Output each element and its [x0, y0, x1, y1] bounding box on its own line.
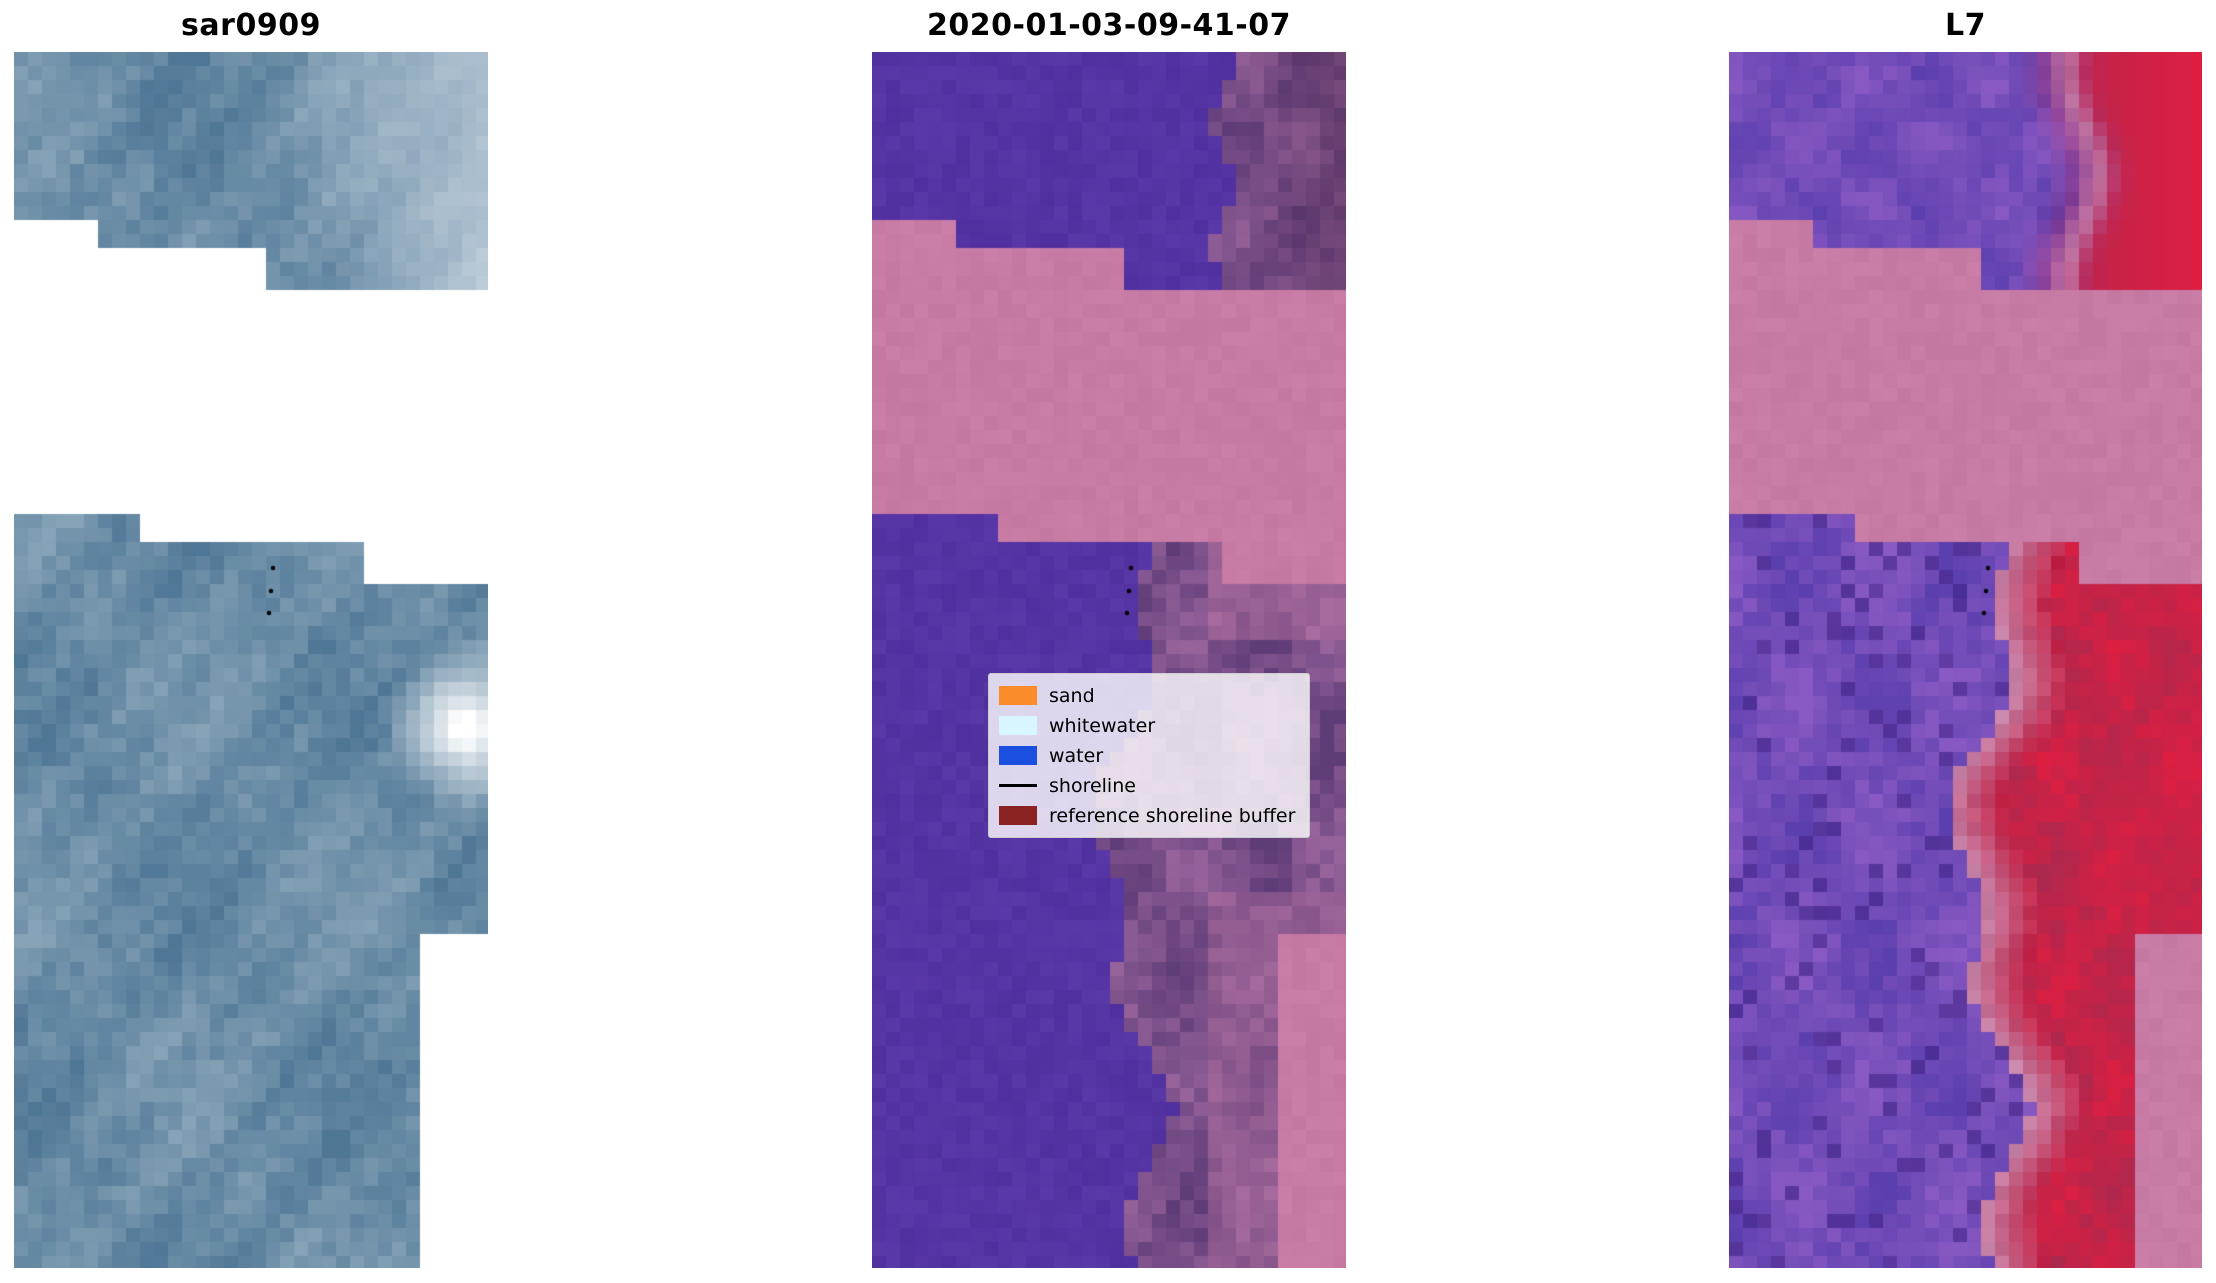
legend-label-water: water: [1049, 744, 1104, 767]
reference-shoreline-buffer-swatch: [999, 806, 1037, 825]
panel-title-l7: L7: [1945, 8, 1986, 43]
legend-label-shoreline: shoreline: [1049, 774, 1136, 797]
legend-label-whitewater: whitewater: [1049, 714, 1156, 737]
legend: sand whitewater water shoreline referenc…: [988, 673, 1311, 838]
whitewater-swatch: [999, 716, 1037, 735]
legend-item-whitewater: whitewater: [999, 711, 1295, 740]
sand-swatch: [999, 686, 1037, 705]
panel-title-date: 2020-01-03-09-41-07: [927, 8, 1291, 43]
legend-label-reference-shoreline-buffer: reference shoreline buffer: [1049, 804, 1296, 827]
legend-label-sand: sand: [1049, 684, 1095, 707]
sar-image-panel: [14, 52, 488, 1268]
shoreline-line-swatch: [999, 784, 1037, 787]
l7-image-panel: [1729, 52, 2202, 1268]
legend-item-reference-shoreline-buffer: reference shoreline buffer: [999, 801, 1295, 830]
water-swatch: [999, 746, 1037, 765]
panel-title-sar0909: sar0909: [181, 8, 321, 43]
legend-item-sand: sand: [999, 681, 1295, 710]
classified-image-panel: [872, 52, 1346, 1268]
legend-item-water: water: [999, 741, 1295, 770]
legend-item-shoreline: shoreline: [999, 771, 1295, 800]
